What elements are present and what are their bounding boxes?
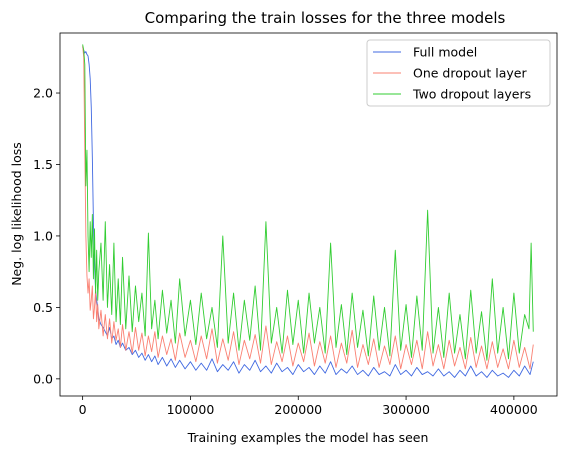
- series-line-2: [82, 45, 534, 370]
- x-axis-ticks: 0 100000 200000 300000 400000: [79, 396, 538, 417]
- series-layer: [82, 44, 534, 378]
- legend-box: [366, 39, 551, 107]
- y-tick-label: 2.0: [33, 86, 53, 101]
- legend: Full model One dropout layer Two dropout l…: [366, 39, 551, 107]
- legend-label-2: One dropout layer: [413, 66, 527, 81]
- y-axis-label: Neg. log likelihood loss: [9, 142, 24, 286]
- x-tick-label: 300000: [382, 402, 430, 417]
- x-tick-label: 200000: [274, 402, 322, 417]
- y-axis-ticks: 0.0 0.5 1.0 1.5 2.0: [33, 86, 60, 386]
- y-tick-label: 1.0: [33, 228, 53, 243]
- legend-entries: Full model One dropout layer Two dropout l…: [373, 45, 531, 102]
- y-tick-label: 1.5: [33, 157, 53, 172]
- series-line-1: [82, 47, 534, 378]
- legend-label-1: Full model: [413, 45, 477, 60]
- x-axis-label: Training examples the model has seen: [187, 430, 429, 445]
- x-tick-label: 100000: [167, 402, 215, 417]
- series-line-3: [82, 44, 534, 361]
- x-tick-label: 0: [79, 402, 87, 417]
- legend-label-3: Two dropout layers: [412, 87, 531, 102]
- y-tick-label: 0.5: [33, 300, 53, 315]
- x-tick-label: 400000: [490, 402, 538, 417]
- axes-frame: [59, 32, 558, 397]
- y-tick-label: 0.0: [33, 371, 53, 386]
- chart-title: Comparing the train losses for the three…: [145, 9, 506, 27]
